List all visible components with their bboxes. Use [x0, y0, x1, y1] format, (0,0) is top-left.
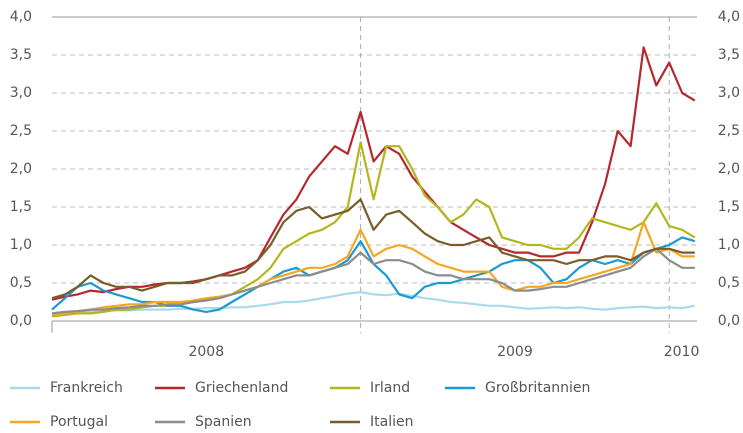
legend-label: Großbritannien: [485, 380, 590, 396]
y-tick-label: 4,0: [10, 9, 32, 25]
y2-tick-label: 2,0: [718, 161, 740, 177]
y2-tick-label: 3,5: [718, 47, 740, 63]
y2-tick-label: 4,0: [718, 9, 740, 25]
y-tick-label: 0,0: [10, 313, 32, 329]
y-tick-label: 1,0: [10, 237, 32, 253]
y2-tick-label: 3,0: [718, 85, 740, 101]
legend-label: Portugal: [50, 414, 108, 430]
series-line: [51, 198, 695, 300]
y-tick-label: 3,0: [10, 85, 32, 101]
legend-label: Griechenland: [195, 380, 288, 396]
series-line: [51, 46, 696, 301]
y2-tick-label: 1,5: [718, 199, 740, 215]
y-tick-label: 1,5: [10, 199, 32, 215]
y-tick-label: 2,0: [10, 161, 32, 177]
legend-label: Frankreich: [50, 380, 123, 396]
y2-tick-label: 1,0: [718, 237, 740, 253]
y-tick-label: 3,5: [10, 47, 32, 63]
series-line: [51, 221, 695, 316]
y-tick-label: 2,5: [10, 123, 32, 139]
legend-label: Irland: [370, 380, 410, 396]
y2-tick-label: 0,0: [718, 313, 740, 329]
series-line: [51, 247, 695, 315]
series-line: [51, 291, 695, 316]
x-tick-label: 2009: [497, 344, 533, 360]
legend-label: Italien: [370, 414, 413, 430]
y-tick-label: 0,5: [10, 275, 32, 291]
y2-tick-label: 0,5: [718, 275, 740, 291]
legend-label: Spanien: [195, 414, 252, 430]
x-tick-label: 2010: [664, 344, 700, 360]
y2-tick-label: 2,5: [718, 123, 740, 139]
x-tick-label: 2008: [188, 344, 224, 360]
